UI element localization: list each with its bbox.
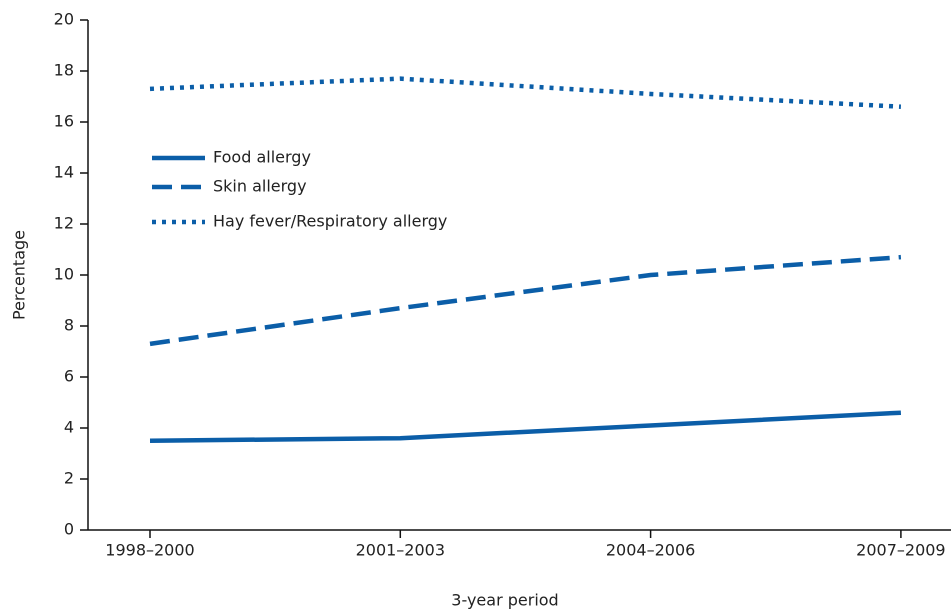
legend-label: Food allergy — [213, 148, 311, 167]
y-tick-label: 16 — [54, 112, 74, 131]
x-tick-label: 2007–2009 — [856, 541, 945, 560]
legend-label: Skin allergy — [213, 177, 307, 196]
y-tick-label: 6 — [64, 367, 74, 386]
y-tick-label: 4 — [64, 418, 74, 437]
y-tick-label: 20 — [54, 10, 74, 29]
y-tick-label: 18 — [54, 61, 74, 80]
x-tick-label: 2004–2006 — [606, 541, 695, 560]
x-tick-label: 1998–2000 — [105, 541, 194, 560]
y-tick-label: 10 — [54, 265, 74, 284]
x-tick-label: 2001–2003 — [356, 541, 445, 560]
y-tick-label: 2 — [64, 469, 74, 488]
y-axis-label: Percentage — [10, 230, 29, 320]
y-tick-label: 0 — [64, 520, 74, 539]
y-tick-label: 8 — [64, 316, 74, 335]
legend-label: Hay fever/Respiratory allergy — [213, 212, 447, 231]
y-tick-label: 14 — [54, 163, 74, 182]
series-line — [149, 76, 902, 109]
series-line — [149, 410, 902, 443]
series-line — [149, 254, 902, 347]
x-axis-label: 3-year period — [451, 591, 558, 610]
y-tick-label: 12 — [54, 214, 74, 233]
